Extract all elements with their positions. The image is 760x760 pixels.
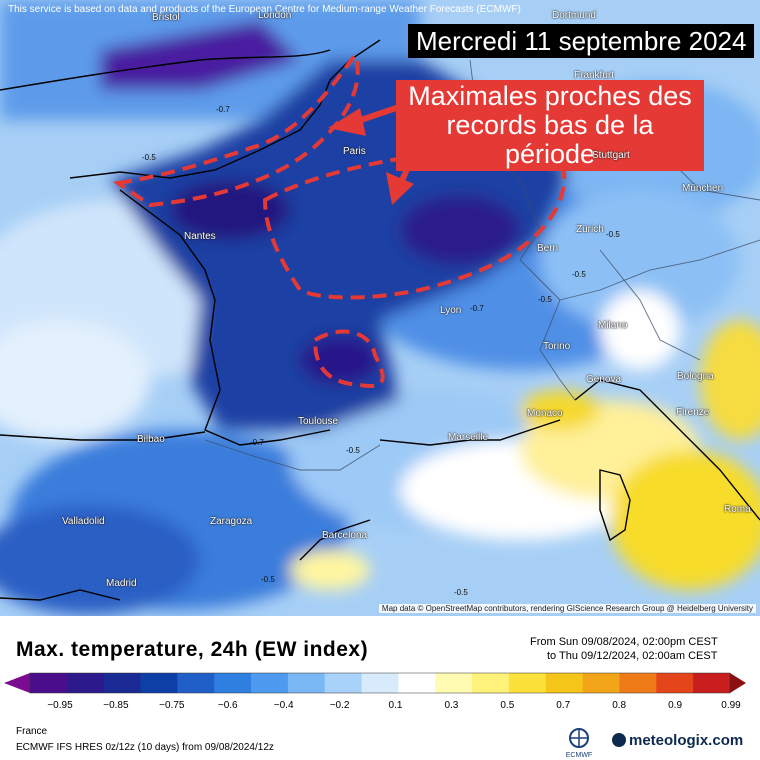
colorbar-tick-label: −0.75 xyxy=(159,700,185,711)
colorbar-tick-label: 0.5 xyxy=(500,700,515,711)
period-to: to Thu 09/12/2024, 02:00am CEST xyxy=(547,650,718,662)
city-label: München xyxy=(682,183,724,194)
header-note: This service is based on data and produc… xyxy=(8,4,521,15)
city-label: Barcelona xyxy=(322,530,368,541)
city-label: Frankfurt xyxy=(574,70,615,81)
ecmwf-logo[interactable]: ECMWF xyxy=(562,726,596,760)
colorbar-segment xyxy=(103,673,142,693)
colorbar-tick-label: −0.4 xyxy=(273,700,294,711)
legend-panel: Max. temperature, 24h (EW index) From Su… xyxy=(0,616,760,760)
city-label: Nantes xyxy=(184,231,216,242)
contour-label: -0.5 xyxy=(606,230,620,239)
contour-label: -0.5 xyxy=(142,153,156,162)
colorbar-segment xyxy=(398,673,436,693)
contour-label: -0.7 xyxy=(216,105,230,114)
annotation-box: Maximales proches des records bas de la … xyxy=(396,80,704,171)
model-info: ECMWF IFS HRES 0z/12z (10 days) from 09/… xyxy=(16,742,274,753)
city-label: Roma xyxy=(724,504,751,515)
meteologix-logo[interactable]: meteologix.com xyxy=(612,732,743,749)
contour-label: -0.7 xyxy=(250,438,264,447)
annotation-dashes xyxy=(112,50,567,388)
period-from: From Sun 09/08/2024, 02:00pm CEST xyxy=(530,636,718,648)
ecmwf-logo-text: ECMWF xyxy=(566,752,592,759)
city-label: Lyon xyxy=(440,305,462,316)
colorbar-segment xyxy=(582,673,620,693)
contour-label: -0.5 xyxy=(261,575,275,584)
colorbar-tick-label: 0.7 xyxy=(556,700,571,711)
colorbar-segment xyxy=(30,673,68,693)
city-label: Valladolid xyxy=(62,516,105,527)
colorbar-tick-label: −0.85 xyxy=(103,700,129,711)
meteologix-text: meteologix.com xyxy=(629,732,744,749)
region-label: France xyxy=(16,726,48,737)
colorbar-arrow-right xyxy=(730,673,746,693)
city-label: Bologna xyxy=(677,371,714,382)
colorbar-segment xyxy=(66,673,105,693)
colorbar-segment xyxy=(693,673,731,693)
colorbar-tick-label: 0.1 xyxy=(388,700,403,711)
colorbar-segment xyxy=(324,673,363,693)
city-label: Firenze xyxy=(676,407,710,418)
forecast-map[interactable]: This service is based on data and produc… xyxy=(0,0,760,616)
colorbar-segment xyxy=(361,673,399,693)
city-label: Paris xyxy=(343,146,366,157)
city-label: Marseille xyxy=(448,432,489,443)
city-label: Zaragoza xyxy=(210,516,253,527)
city-label: Monaco xyxy=(527,408,563,419)
city-label: Bristol xyxy=(152,12,180,23)
contour-label: -0.5 xyxy=(454,588,468,597)
city-label: Dortmund xyxy=(552,10,596,21)
colorbar-segment xyxy=(251,673,289,693)
contour-label: -0.5 xyxy=(572,270,586,279)
colorbar-segment xyxy=(656,673,694,693)
colorbar-tick-label: 0.99 xyxy=(721,700,741,711)
contour-label: -0.5 xyxy=(538,295,552,304)
city-label: Genova xyxy=(586,374,622,385)
colorbar-tick-label: −0.2 xyxy=(329,700,350,711)
colorbar-arrow-left xyxy=(4,673,30,693)
colorbar-segment xyxy=(472,673,510,693)
map-attribution[interactable]: Map data © OpenStreetMap contributors, r… xyxy=(378,604,756,613)
contour-label: -0.5 xyxy=(346,446,360,455)
colorbar-tick-label: −0.6 xyxy=(217,700,238,711)
colorbar-tick-label: 0.9 xyxy=(668,700,683,711)
colorbar-segment xyxy=(545,673,584,693)
city-label: Bilbao xyxy=(137,434,165,445)
city-label: London xyxy=(258,10,292,21)
colorbar-tick-label: 0.3 xyxy=(444,700,459,711)
city-label: Bern xyxy=(537,243,559,254)
coastlines xyxy=(0,39,760,601)
city-label: Stuttgart xyxy=(592,150,630,161)
city-label: Zürich xyxy=(576,224,604,235)
colorbar xyxy=(4,672,746,694)
colorbar-segment xyxy=(140,673,178,693)
city-label: Milano xyxy=(598,320,628,331)
colorbar-segment xyxy=(287,673,326,693)
colorbar-segment xyxy=(619,673,657,693)
city-label: Torino xyxy=(543,341,571,352)
city-label: Madrid xyxy=(106,578,137,589)
city-label: Toulouse xyxy=(298,416,339,427)
contour-label: -0.7 xyxy=(470,304,484,313)
colorbar-segment xyxy=(508,673,547,693)
colorbar-outline xyxy=(29,672,731,694)
colorbar-segment xyxy=(177,673,215,693)
colorbar-segment xyxy=(214,673,252,693)
date-label: Mercredi 11 septembre 2024 xyxy=(408,24,755,58)
legend-title: Max. temperature, 24h (EW index) xyxy=(16,638,369,661)
colorbar-tick-label: −0.95 xyxy=(47,700,73,711)
meteologix-icon xyxy=(612,733,626,747)
colorbar-segment xyxy=(435,673,473,693)
colorbar-tick-label: 0.8 xyxy=(612,700,627,711)
